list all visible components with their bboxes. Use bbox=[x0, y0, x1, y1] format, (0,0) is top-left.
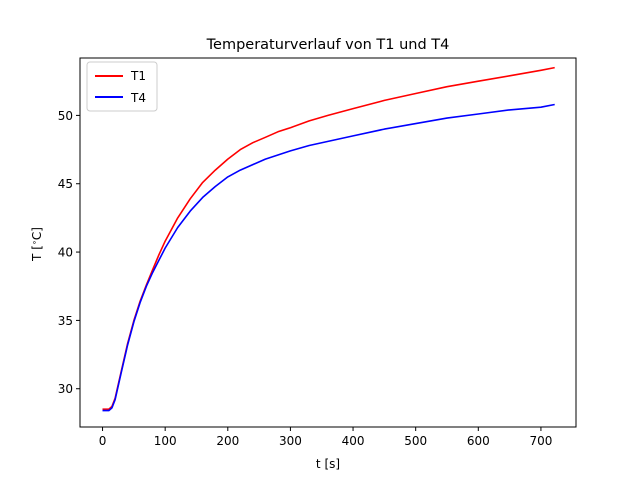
series-layer bbox=[102, 66, 555, 412]
y-tick-label: 30 bbox=[58, 382, 73, 396]
y-axis-label: T [∘C] bbox=[30, 227, 44, 262]
chart-title: Temperaturverlauf von T1 und T4 bbox=[206, 37, 450, 53]
x-tick-label: 100 bbox=[154, 434, 177, 448]
x-tick-label: 700 bbox=[529, 434, 552, 448]
y-tick-label: 50 bbox=[58, 109, 73, 123]
y-tick-label: 45 bbox=[58, 177, 73, 191]
x-tick-label: 300 bbox=[279, 434, 302, 448]
legend: T1 T4 bbox=[86, 61, 158, 112]
x-axis-label: t [s] bbox=[316, 457, 340, 471]
legend-label-t4: T4 bbox=[130, 91, 146, 105]
y-axis-label-suffix: C] bbox=[30, 227, 44, 240]
y-axis-ticks: 30 35 40 45 50 bbox=[58, 109, 80, 396]
legend-box bbox=[86, 61, 158, 112]
plot-frame bbox=[79, 57, 577, 428]
x-tick-label: 400 bbox=[342, 434, 365, 448]
x-tick-label: 0 bbox=[99, 434, 107, 448]
y-tick-label: 40 bbox=[58, 246, 73, 260]
x-tick-label: 500 bbox=[404, 434, 427, 448]
series-line-t4 bbox=[102, 103, 555, 412]
y-axis-label-degree: ∘ bbox=[30, 240, 39, 245]
x-tick-label: 600 bbox=[467, 434, 490, 448]
x-axis-ticks: 0 100 200 300 400 500 600 700 bbox=[99, 427, 552, 448]
x-tick-label: 200 bbox=[216, 434, 239, 448]
y-tick-label: 35 bbox=[58, 314, 73, 328]
legend-label-t1: T1 bbox=[130, 69, 146, 83]
y-axis-label-prefix: T [ bbox=[30, 245, 44, 262]
